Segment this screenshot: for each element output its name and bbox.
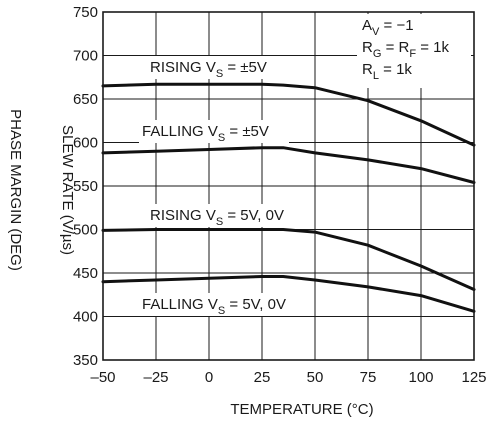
y-tick-label: 350 bbox=[73, 352, 98, 369]
series-label-bg bbox=[147, 56, 287, 79]
y-tick-label: 750 bbox=[73, 4, 98, 21]
annotation-line-2: RG = RF = 1k bbox=[362, 39, 450, 60]
annotation-line-1: AV = −1 bbox=[362, 17, 414, 38]
x-tick-label: 50 bbox=[307, 369, 324, 386]
x-tick-label: 25 bbox=[254, 369, 271, 386]
series-label-bg bbox=[139, 120, 289, 143]
y-tick-label: 700 bbox=[73, 48, 98, 65]
y-axis-title: SLEW RATE (V/µs) bbox=[59, 125, 76, 255]
series-labels: RISING VS = ±5V FALLING VS = ±5V RISING VS… bbox=[139, 56, 309, 317]
y-tick-label: 650 bbox=[73, 91, 98, 108]
series-label-4: FALLING VS = 5V, 0V bbox=[142, 296, 286, 317]
x-tick-label: 100 bbox=[408, 369, 433, 386]
series-line-2 bbox=[101, 146, 476, 184]
x-tick-label: –25 bbox=[143, 369, 168, 386]
annotation-bg bbox=[357, 14, 471, 88]
annotation-line-3: RL = 1k bbox=[362, 61, 412, 82]
x-tick-label: –50 bbox=[90, 369, 115, 386]
y-tick-label: 400 bbox=[73, 309, 98, 326]
series-label-1: RISING VS = ±5V bbox=[150, 59, 267, 80]
series-label-2: FALLING VS = ±5V bbox=[142, 123, 269, 144]
series-line-1 bbox=[101, 82, 476, 147]
series-line-4 bbox=[101, 275, 476, 313]
x-axis-title: TEMPERATURE (°C) bbox=[230, 401, 373, 418]
x-tick-label: 0 bbox=[205, 369, 213, 386]
y-tick-label: 500 bbox=[73, 222, 98, 239]
y-axis-title-secondary: PHASE MARGIN (DEG) bbox=[7, 109, 24, 271]
x-tick-label: 75 bbox=[360, 369, 377, 386]
plot-frame bbox=[102, 11, 475, 361]
x-tick-label: 125 bbox=[461, 369, 486, 386]
series-label-bg bbox=[147, 204, 309, 227]
series-line-3 bbox=[101, 228, 476, 291]
y-tick-label: 600 bbox=[73, 135, 98, 152]
y-tick-label: 550 bbox=[73, 178, 98, 195]
series-label-3: RISING VS = 5V, 0V bbox=[150, 207, 284, 228]
y-tick-label: 450 bbox=[73, 265, 98, 282]
series-label-bg bbox=[139, 293, 309, 316]
series-lines bbox=[101, 82, 476, 313]
tick-labels: –50 –25 0 25 50 75 100 125 350 400 450 500 550 600 650… bbox=[73, 4, 487, 386]
